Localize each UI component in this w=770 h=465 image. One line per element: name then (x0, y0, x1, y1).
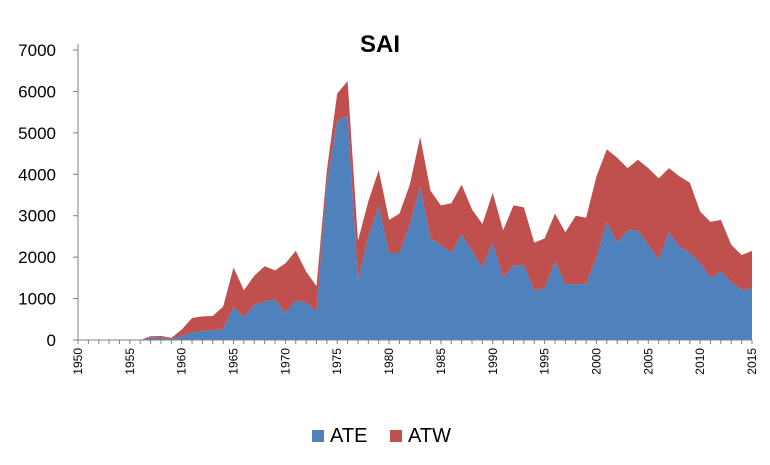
y-tick-label: 5000 (18, 124, 56, 143)
chart-title: SAI (360, 31, 400, 58)
plot-areas (78, 81, 752, 341)
x-tick-label: 1965 (227, 348, 241, 375)
x-tick-label: 1990 (486, 348, 500, 375)
x-tick-label: 1955 (123, 348, 137, 375)
area-series-atw (78, 81, 752, 341)
legend-label-atw: ATW (408, 425, 451, 447)
x-tick-label: 1995 (538, 348, 552, 375)
x-tick-label: 1970 (278, 348, 292, 375)
legend: ATE ATW (312, 425, 451, 447)
x-tick-label: 2010 (693, 348, 707, 375)
y-tick-label: 7000 (18, 41, 56, 60)
y-tick-label: 0 (47, 331, 56, 350)
x-tick-label: 2005 (641, 348, 655, 375)
y-tick-label: 6000 (18, 82, 56, 101)
x-tick-label: 1980 (382, 348, 396, 375)
y-tick-label: 3000 (18, 207, 56, 226)
legend-label-ate: ATE (330, 425, 367, 447)
y-axis: 0 1000 2000 3000 4000 5000 6000 7000 (18, 41, 79, 350)
x-tick-label: 1985 (434, 348, 448, 375)
x-tick-label: 2015 (745, 348, 759, 375)
x-tick-label: 2000 (589, 348, 603, 375)
x-axis: 1950 1955 1960 1965 1970 1975 1980 1985 1990 1995… (71, 339, 759, 375)
y-tick-label: 2000 (18, 248, 56, 267)
y-tick-label: 1000 (18, 290, 56, 309)
x-tick-label: 1975 (330, 348, 344, 375)
legend-swatch-ate (312, 430, 324, 442)
y-tick-label: 4000 (18, 165, 56, 184)
x-tick-label: 1960 (175, 348, 189, 375)
legend-swatch-atw (390, 430, 402, 442)
x-tick-label: 1950 (71, 348, 85, 375)
